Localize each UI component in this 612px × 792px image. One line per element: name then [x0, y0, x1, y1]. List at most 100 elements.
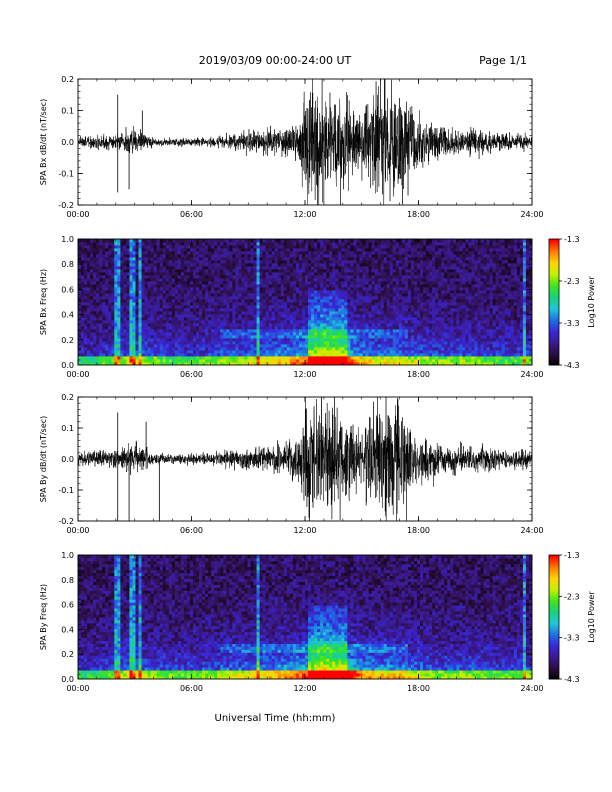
heatmap-cell — [262, 245, 267, 249]
heatmap-cell — [123, 248, 127, 252]
heatmap-cell — [126, 254, 130, 258]
heatmap-cell — [329, 299, 333, 303]
heatmap-cell — [271, 323, 276, 327]
heatmap-cell — [186, 314, 191, 318]
heatmap-cell — [250, 284, 254, 288]
heatmap-cell — [135, 344, 139, 348]
heatmap-cell — [314, 293, 318, 297]
heatmap-cell — [235, 263, 239, 267]
heatmap-cell — [371, 317, 376, 321]
heatmap-cell — [96, 248, 100, 252]
heatmap-cell — [392, 341, 397, 345]
heatmap-cell — [241, 248, 245, 252]
heatmap-cell — [314, 257, 318, 261]
heatmap-cell — [368, 284, 372, 288]
heatmap-cell — [335, 239, 339, 243]
heatmap-cell — [344, 335, 348, 339]
heatmap-cell — [156, 299, 161, 303]
heatmap-cell — [117, 347, 121, 351]
heatmap-cell — [226, 299, 230, 303]
heatmap-cell — [256, 359, 260, 363]
heatmap-cell — [156, 248, 161, 252]
heatmap-cell — [138, 296, 142, 300]
heatmap-cell — [165, 242, 170, 246]
heatmap-cell — [226, 332, 230, 336]
heatmap-cell — [111, 317, 115, 321]
heatmap-cell — [308, 314, 312, 318]
heatmap-cell — [280, 323, 285, 327]
plot-area — [78, 79, 532, 205]
heatmap-cell — [84, 335, 88, 339]
heatmap-cell — [105, 248, 109, 252]
heatmap-cell — [250, 239, 254, 243]
heatmap-cell — [341, 296, 345, 300]
heatmap-cell — [232, 272, 236, 276]
heatmap-cell — [126, 242, 130, 246]
heatmap-cell — [196, 317, 200, 321]
heatmap-cell — [377, 260, 382, 264]
heatmap-cell — [295, 269, 300, 273]
heatmap-cell — [305, 248, 309, 252]
heatmap-cell — [171, 239, 176, 243]
heatmap-cell — [193, 314, 197, 318]
heatmap-cell — [398, 266, 403, 270]
heatmap-cell — [96, 251, 100, 255]
heatmap-cell — [247, 317, 251, 321]
heatmap-cell — [105, 278, 109, 282]
heatmap-cell — [132, 254, 136, 258]
heatmap-cell — [189, 338, 194, 342]
heatmap-cell — [383, 257, 388, 261]
heatmap-cell — [332, 293, 336, 297]
heatmap-cell — [90, 242, 94, 246]
heatmap-cell — [108, 266, 112, 270]
heatmap-cell — [404, 269, 409, 273]
heatmap-cell — [350, 272, 354, 276]
heatmap-cell — [301, 323, 306, 327]
heatmap-cell — [413, 350, 418, 354]
heatmap-cell — [380, 329, 385, 333]
heatmap-cell — [199, 332, 203, 336]
heatmap-cell — [335, 251, 339, 255]
heatmap-cell — [359, 254, 363, 258]
heatmap-cell — [295, 332, 300, 336]
heatmap-cell — [353, 245, 357, 249]
heatmap-cell — [256, 308, 260, 312]
heatmap-cell — [180, 314, 185, 318]
heatmap-cell — [205, 248, 209, 252]
heatmap-cell — [84, 344, 88, 348]
heatmap-cell — [108, 305, 112, 309]
heatmap-cell — [308, 320, 312, 324]
heatmap-cell — [286, 281, 291, 285]
heatmap-cell — [150, 341, 155, 345]
heatmap-cell — [368, 344, 372, 348]
heatmap-cell — [244, 338, 248, 342]
heatmap-cell — [132, 338, 136, 342]
heatmap-cell — [423, 341, 427, 345]
heatmap-cell — [238, 335, 242, 339]
heatmap-cell — [180, 284, 185, 288]
heatmap-cell — [126, 299, 130, 303]
heatmap-cell — [171, 263, 176, 267]
heatmap-cell — [253, 311, 257, 315]
heatmap-cell — [150, 356, 155, 360]
heatmap-cell — [389, 278, 394, 282]
heatmap-cell — [186, 344, 191, 348]
heatmap-cell — [353, 287, 357, 291]
heatmap-cell — [144, 272, 149, 276]
heatmap-cell — [413, 326, 418, 330]
heatmap-cell — [329, 245, 333, 249]
heatmap-cell — [277, 317, 282, 321]
heatmap-cell — [292, 338, 297, 342]
heatmap-cell — [114, 293, 118, 297]
heatmap-cell — [186, 284, 191, 288]
heatmap-cell — [144, 353, 149, 357]
heatmap-cell — [317, 263, 321, 267]
heatmap-cell — [329, 323, 333, 327]
heatmap-cell — [398, 308, 403, 312]
heatmap-cell — [117, 272, 121, 276]
heatmap-cell — [147, 305, 152, 309]
heatmap-cell — [380, 347, 385, 351]
heatmap-cell — [341, 338, 345, 342]
heatmap-cell — [232, 242, 236, 246]
heatmap-cell — [232, 308, 236, 312]
